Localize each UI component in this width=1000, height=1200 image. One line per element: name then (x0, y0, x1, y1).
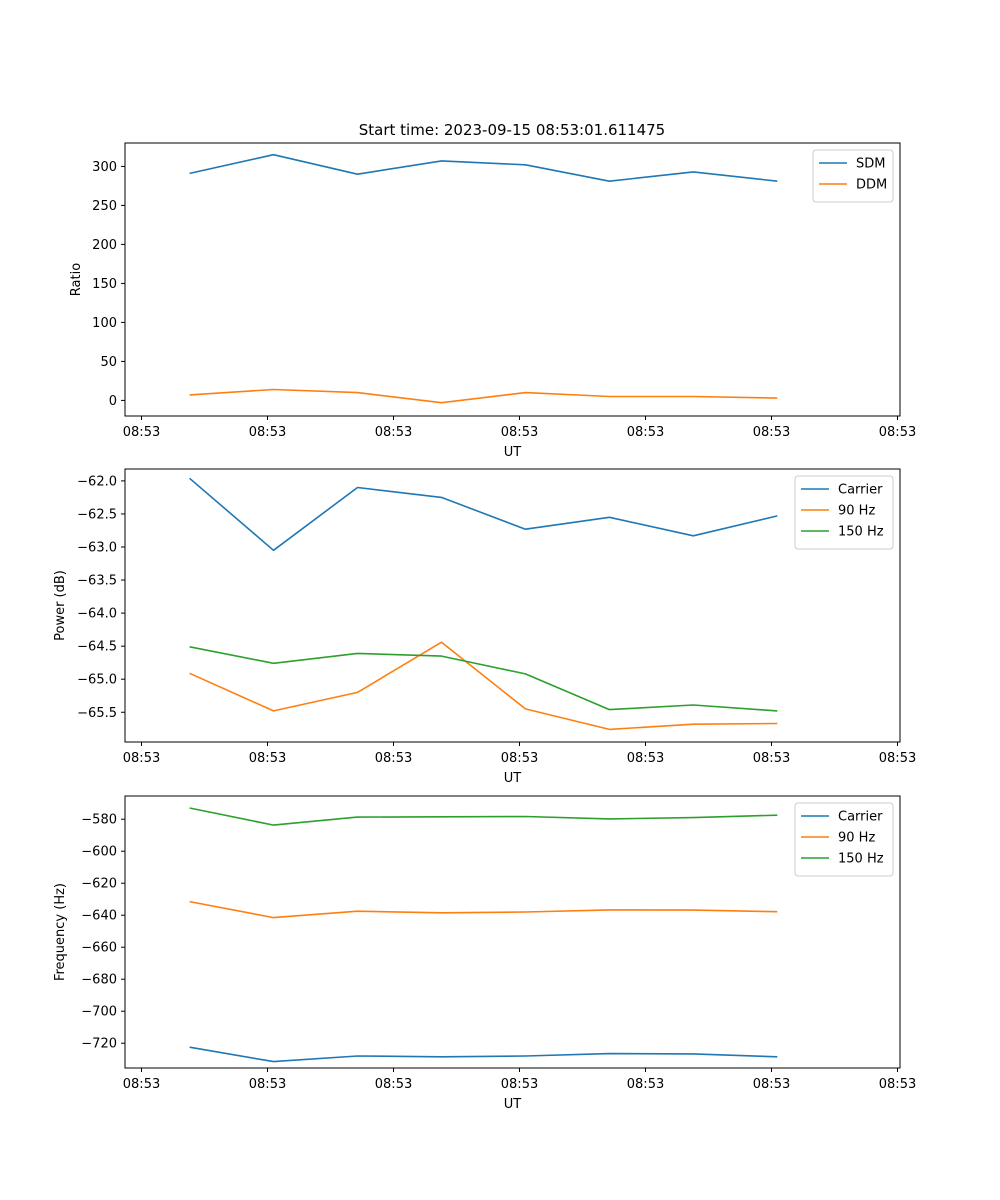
power-axes-frame (124, 468, 901, 743)
power-y-tick-label: −64.0 (77, 607, 117, 622)
frequency-legend-label: Carrier (838, 810, 883, 825)
power-x-tick-label: 08:53 (879, 751, 916, 766)
frequency-axes-frame (124, 795, 901, 1069)
power-x-tick-label: 08:53 (501, 751, 538, 766)
ratio-y-tick-label: 50 (100, 355, 117, 370)
frequency-x-tick-label: 08:53 (753, 1077, 790, 1092)
power-x-tick-label: 08:53 (753, 751, 790, 766)
power-panel: 08:53 08:53 08:53 08:53 08:53 08:53 08:53 UT −65… (53, 468, 916, 786)
frequency-legend-label: 90 Hz (838, 831, 875, 846)
ratio-y-axis-label: Ratio (69, 263, 84, 296)
power-legend-label: Carrier (838, 483, 883, 498)
frequency-x-tick-label: 08:53 (123, 1077, 160, 1092)
power-y-tick-label: −62.0 (77, 474, 117, 489)
power-y-axis-label: Power (dB) (53, 570, 68, 641)
ratio-y-tick-label: 200 (92, 238, 117, 253)
frequency-y-tick-label: −660 (81, 941, 117, 956)
frequency-x-axis-label: UT (504, 1097, 522, 1112)
frequency-y-tick-label: −680 (81, 973, 117, 988)
ratio-panel: 08:53 08:53 08:53 08:53 08:53 08:53 08:53 UT 0 50… (69, 142, 916, 460)
frequency-series-150-hz (189, 807, 778, 826)
ratio-x-tick-label: 08:53 (123, 425, 160, 440)
power-x-tick-label: 08:53 (123, 751, 160, 766)
chart-title: Start time: 2023-09-15 08:53:01.611475 (359, 121, 665, 139)
frequency-y-tick-label: −600 (81, 845, 117, 860)
frequency-x-tick-label: 08:53 (501, 1077, 538, 1092)
power-y-tick-label: −63.5 (77, 574, 117, 589)
power-x-tick-label: 08:53 (375, 751, 412, 766)
power-series-90-hz (189, 641, 778, 731)
frequency-panel: 08:53 08:53 08:53 08:53 08:53 08:53 08:53 UT −72… (53, 795, 916, 1112)
frequency-x-tick-label: 08:53 (879, 1077, 916, 1092)
frequency-y-tick-label: −700 (81, 1005, 117, 1020)
power-y-tick-label: −65.0 (77, 673, 117, 688)
frequency-x-tick-label: 08:53 (249, 1077, 286, 1092)
ratio-x-tick-label: 08:53 (879, 425, 916, 440)
ratio-x-axis-label: UT (504, 445, 522, 460)
ratio-y-tick-label: 250 (92, 199, 117, 214)
ratio-y-tick-label: 100 (92, 316, 117, 331)
ratio-series-sdm (189, 153, 778, 182)
power-legend-label: 150 Hz (838, 525, 884, 540)
ratio-y-tick-label: 150 (92, 277, 117, 292)
power-x-tick-label: 08:53 (249, 751, 286, 766)
ratio-x-tick-label: 08:53 (501, 425, 538, 440)
frequency-y-tick-label: −580 (81, 813, 117, 828)
ratio-x-tick-label: 08:53 (375, 425, 412, 440)
frequency-series-90-hz (189, 900, 778, 919)
ratio-x-tick-label: 08:53 (753, 425, 790, 440)
frequency-y-tick-label: −720 (81, 1037, 117, 1052)
power-y-tick-label: −63.0 (77, 541, 117, 556)
frequency-x-tick-label: 08:53 (375, 1077, 412, 1092)
power-y-tick-label: −64.5 (77, 640, 117, 655)
frequency-y-tick-label: −640 (81, 909, 117, 924)
ratio-series-ddm (189, 388, 778, 404)
power-x-tick-label: 08:53 (627, 751, 664, 766)
frequency-legend-label: 150 Hz (838, 852, 884, 867)
frequency-y-axis-label: Frequency (Hz) (53, 883, 68, 981)
power-series-150-hz (189, 646, 778, 712)
frequency-y-tick-label: −620 (81, 877, 117, 892)
ratio-y-tick-label: 0 (109, 394, 117, 409)
frequency-series-carrier (189, 1046, 778, 1063)
frequency-x-tick-label: 08:53 (627, 1077, 664, 1092)
ratio-y-tick-label: 300 (92, 160, 117, 175)
power-y-tick-label: −65.5 (77, 706, 117, 721)
ratio-legend-label: SDM (856, 157, 885, 172)
power-legend-label: 90 Hz (838, 504, 875, 519)
power-x-axis-label: UT (504, 771, 522, 786)
ratio-legend-label: DDM (856, 178, 887, 193)
power-series-carrier (189, 477, 778, 552)
power-y-tick-label: −62.5 (77, 507, 117, 522)
ratio-x-tick-label: 08:53 (249, 425, 286, 440)
ratio-axes-frame (124, 142, 901, 417)
ratio-x-tick-label: 08:53 (627, 425, 664, 440)
